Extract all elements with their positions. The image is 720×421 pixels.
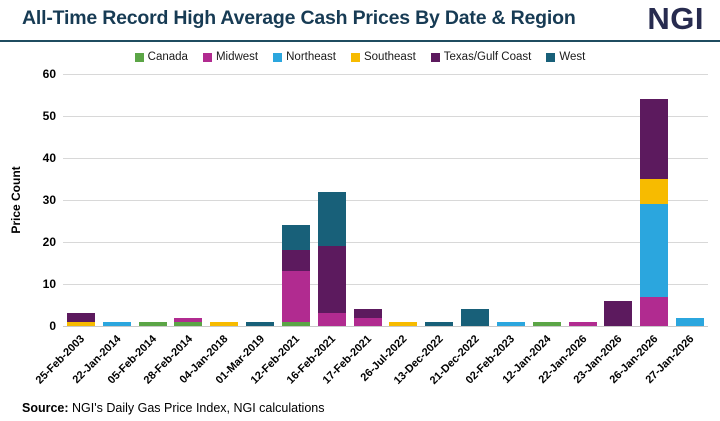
legend-color-swatch <box>430 52 440 62</box>
bar-segment <box>281 271 310 322</box>
legend-label: Midwest <box>215 51 259 63</box>
bar-segment <box>640 296 669 326</box>
bar-segment <box>281 225 310 251</box>
bar-segment <box>138 321 167 326</box>
page-title: All-Time Record High Average Cash Prices… <box>22 7 576 29</box>
bar-segment <box>281 250 310 272</box>
gridline <box>63 115 708 117</box>
y-tick-label: 20 <box>42 235 56 249</box>
legend-item: Texas/Gulf Coast <box>430 51 532 63</box>
bar-segment <box>496 321 525 326</box>
gridline <box>63 73 708 75</box>
y-tick-label: 30 <box>42 193 56 207</box>
legend-label: West <box>559 51 586 63</box>
bar-segment <box>317 246 346 314</box>
legend-color-swatch <box>134 52 144 62</box>
legend-color-swatch <box>546 52 556 62</box>
legend-item: Midwest <box>202 51 259 63</box>
plot-area <box>63 73 708 327</box>
legend-label: Southeast <box>363 51 416 63</box>
gridline <box>63 241 708 243</box>
bar-segment <box>66 321 95 326</box>
bar-segment <box>102 321 131 326</box>
gridline <box>63 325 708 327</box>
bar-segment <box>246 321 275 326</box>
bar-segment <box>568 321 597 326</box>
bar-segment <box>66 313 95 322</box>
bar-segment <box>353 317 382 326</box>
y-tick-label: 10 <box>42 277 56 291</box>
chart-legend: Canada Midwest Northeast Southeast Texas/Gul… <box>0 51 720 63</box>
bar-segment <box>640 99 669 179</box>
y-tick-label: 60 <box>42 67 56 81</box>
bar-segment <box>210 321 239 326</box>
source-label: Source: <box>22 401 69 415</box>
legend-label: Canada <box>147 51 188 63</box>
bar-segment <box>676 317 705 326</box>
bar-segment <box>174 317 203 322</box>
legend-label: Northeast <box>286 51 336 63</box>
bar-segment <box>640 179 669 205</box>
bar-segment <box>174 321 203 326</box>
bar-segment <box>317 313 346 326</box>
y-tick-label: 0 <box>49 319 56 333</box>
legend-item: Canada <box>134 51 188 63</box>
bar-segment <box>389 321 418 326</box>
gridline <box>63 157 708 159</box>
bar-segment <box>461 309 490 326</box>
legend-item: Southeast <box>350 51 416 63</box>
x-axis-labels: 25-Feb-2003 22-Jan-2014 05-Feb-2014 28-Feb-… <box>34 331 708 397</box>
source-note: Source: NGI's Daily Gas Price Index, NGI… <box>22 401 325 415</box>
legend-item: West <box>546 51 585 63</box>
y-tick-label: 40 <box>42 151 56 165</box>
y-axis-ticks: 0 10 20 30 40 50 60 <box>0 67 56 333</box>
gridline <box>63 283 708 285</box>
legend-color-swatch <box>350 52 360 62</box>
legend-label: Texas/Gulf Coast <box>443 51 532 63</box>
legend-color-swatch <box>202 52 212 62</box>
legend-color-swatch <box>273 52 283 62</box>
ngi-logo: NGI <box>647 1 704 36</box>
title-divider <box>0 40 720 42</box>
y-tick-label: 50 <box>42 109 56 123</box>
bar-segment <box>640 204 669 297</box>
bar-segment <box>532 321 561 326</box>
bar-segment <box>604 300 633 326</box>
bar-segment <box>281 321 310 326</box>
bar-segment <box>317 191 346 247</box>
source-text: NGI's Daily Gas Price Index, NGI calcula… <box>68 401 325 415</box>
legend-item: Northeast <box>273 51 336 63</box>
bar-segment <box>353 309 382 318</box>
gridline <box>63 199 708 201</box>
bar-segment <box>425 321 454 326</box>
